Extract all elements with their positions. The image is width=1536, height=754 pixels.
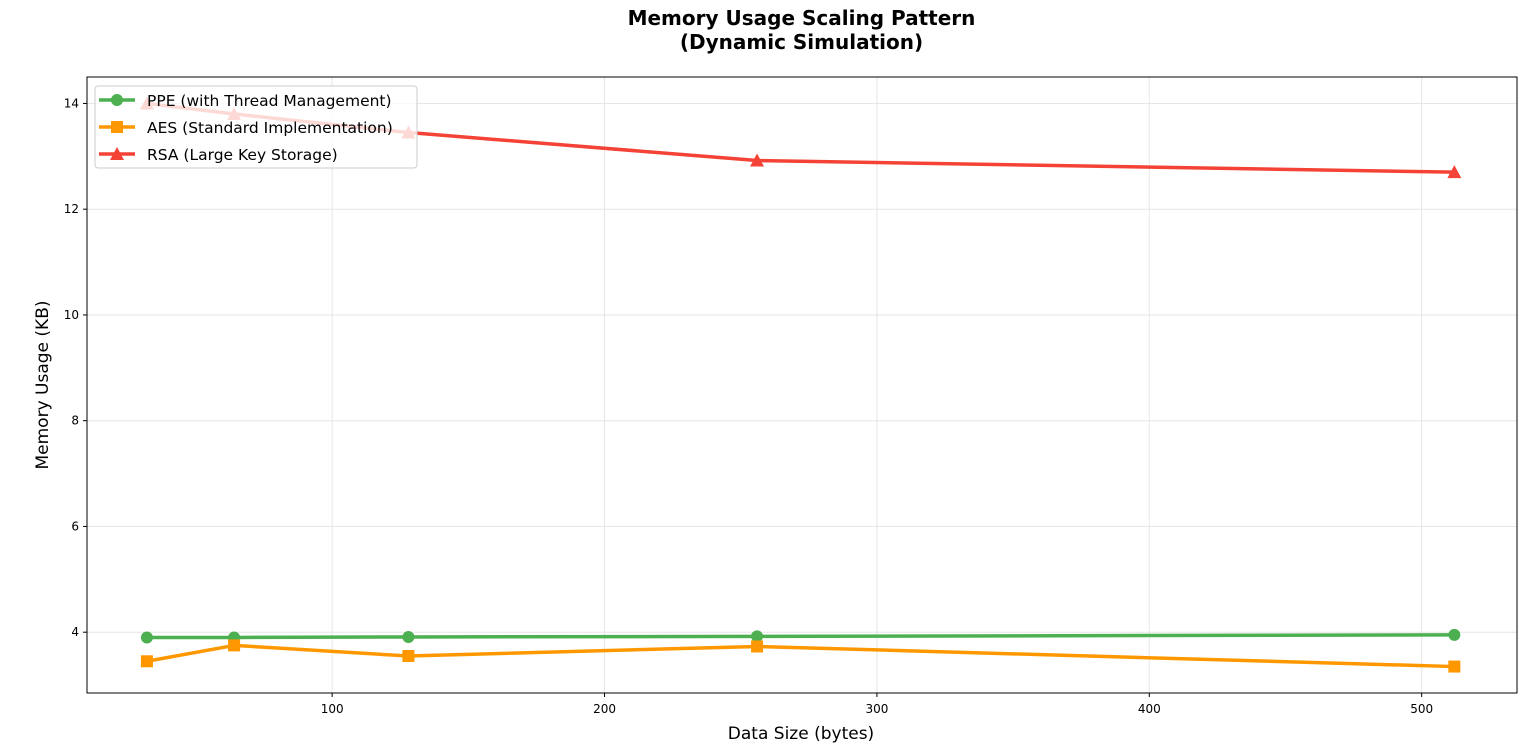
data-point xyxy=(1448,628,1461,641)
legend-marker xyxy=(111,121,123,133)
y-axis-label: Memory Usage (KB) xyxy=(33,301,53,470)
data-point xyxy=(140,631,153,644)
legend: PPE (with Thread Management) AES (Standar… xyxy=(94,85,418,169)
legend-item: PPE (with Thread Management) xyxy=(99,92,392,110)
chart-title: Memory Usage Scaling Pattern (Dynamic Si… xyxy=(0,6,1536,54)
legend-item: RSA (Large Key Storage) xyxy=(99,146,338,164)
data-point xyxy=(750,153,765,167)
y-tick-label: 4 xyxy=(71,625,79,639)
series-line xyxy=(145,633,1457,640)
data-point xyxy=(751,630,764,643)
grid-lines xyxy=(87,77,1517,693)
legend-frame xyxy=(94,85,418,169)
y-tick-label: 6 xyxy=(71,519,79,533)
y-axis-ticks: 4 6 8 10 12 14 xyxy=(64,96,87,639)
data-point xyxy=(1447,165,1462,179)
x-tick-label: 400 xyxy=(1138,702,1161,716)
y-tick-label: 12 xyxy=(64,202,79,216)
legend-item: AES (Standard Implementation) xyxy=(99,119,393,137)
x-tick-label: 300 xyxy=(865,702,888,716)
chart-title-line-1: Memory Usage Scaling Pattern xyxy=(627,6,976,30)
y-tick-label: 14 xyxy=(64,96,79,110)
x-tick-label: 200 xyxy=(593,702,616,716)
legend-label: PPE (with Thread Management) xyxy=(147,92,392,110)
data-point xyxy=(228,639,241,652)
plot-frame xyxy=(86,76,1518,694)
data-point xyxy=(140,655,153,668)
legend-marker xyxy=(110,147,124,160)
x-axis-label: Data Size (bytes) xyxy=(728,724,874,744)
data-point xyxy=(402,649,415,662)
y-tick-label: 10 xyxy=(64,308,79,322)
series-1 xyxy=(140,628,1461,644)
series-2 xyxy=(140,639,1461,673)
chart-title-line-2: (Dynamic Simulation) xyxy=(679,30,924,54)
series-line xyxy=(145,643,1457,669)
x-axis-ticks: 100 200 300 400 500 xyxy=(321,693,1433,716)
legend-label: RSA (Large Key Storage) xyxy=(147,146,338,164)
x-tick-label: 500 xyxy=(1410,702,1433,716)
data-point xyxy=(751,640,764,653)
data-point xyxy=(1448,660,1461,673)
x-tick-label: 100 xyxy=(321,702,344,716)
series-group xyxy=(139,96,1462,673)
legend-marker xyxy=(111,94,123,106)
legend-label: AES (Standard Implementation) xyxy=(147,119,393,137)
data-point xyxy=(402,630,415,643)
y-tick-label: 8 xyxy=(71,414,79,428)
